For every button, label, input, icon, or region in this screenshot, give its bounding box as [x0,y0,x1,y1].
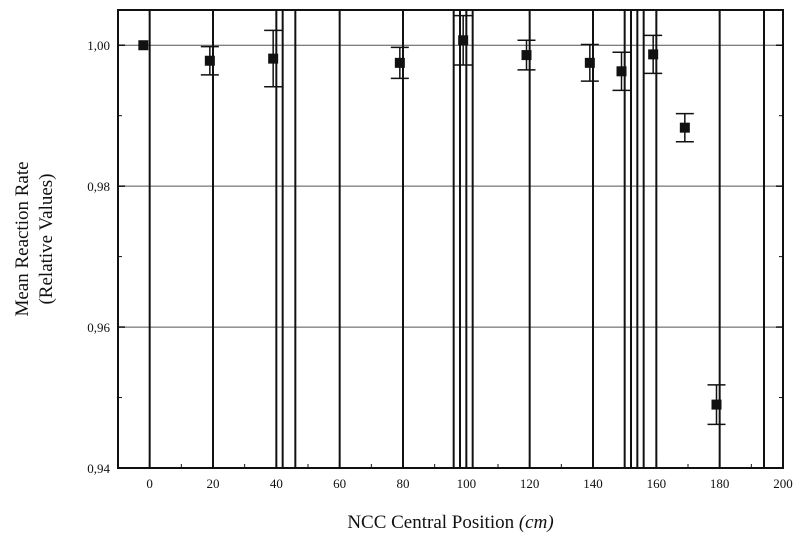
x-tick-label: 40 [270,476,283,491]
y-tick-label: 1,00 [87,38,110,53]
x-axis-label: NCC Central Position (cm) [347,512,553,533]
vertical-lines-layer [148,10,765,468]
data-point [264,29,283,88]
x-tick-label: 0 [146,476,153,491]
point-marker [648,49,659,60]
data-point [707,384,726,426]
y-tick-label: 0,94 [87,461,110,476]
point-marker [711,399,722,410]
point-marker [204,55,215,66]
x-tick-label: 60 [333,476,346,491]
point-marker [616,66,627,77]
data-point [612,51,631,92]
data-point [580,43,599,82]
x-tick-label: 20 [207,476,220,491]
data-point [390,46,409,80]
y-tick-label: 0,98 [87,179,110,194]
y-axis-label-line2: (Relative Values) [36,173,57,304]
data-point [517,39,536,71]
y-axis-label-line1: Mean Reaction Rate [12,161,33,316]
grid-layer [118,44,783,469]
point-marker [679,122,690,133]
data-point [454,14,473,66]
x-tick-label: 160 [647,476,667,491]
data-point [138,40,149,51]
data-point [200,45,219,76]
x-tick-label: 180 [710,476,730,491]
x-tick-label: 120 [520,476,540,491]
point-marker [584,57,595,68]
point-marker [138,40,149,51]
point-marker [268,53,279,64]
x-tick-label: 200 [773,476,793,491]
y-tick-label: 0,96 [87,320,110,335]
point-marker [458,35,469,46]
tick-layer: 0 20 40 60 80 100 120 140 160 180 200 0,94 0,96 0,98 1… [87,10,793,491]
data-points-layer [138,14,726,426]
data-point [675,112,694,143]
x-tick-label: 140 [583,476,603,491]
point-marker [394,57,405,68]
data-point [644,34,663,75]
point-marker [521,50,532,61]
x-axis-unit: (cm) [519,512,554,533]
plot-frame [117,9,784,469]
x-tick-label: 80 [397,476,410,491]
x-tick-label: 100 [457,476,477,491]
